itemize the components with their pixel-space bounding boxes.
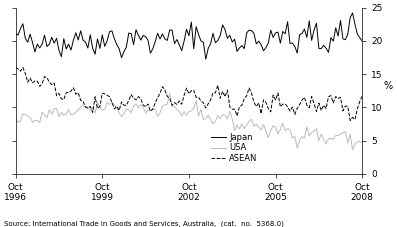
Japan — [216, 39, 220, 42]
USA — [13, 117, 18, 120]
Line: Japan: Japan — [15, 13, 362, 59]
ASEAN — [360, 95, 364, 97]
ASEAN — [16, 68, 21, 70]
ASEAN — [213, 91, 218, 94]
Legend: Japan, USA, ASEAN: Japan, USA, ASEAN — [208, 129, 261, 166]
ASEAN — [276, 92, 280, 94]
Japan — [278, 42, 283, 44]
Japan — [16, 34, 21, 36]
USA — [167, 92, 172, 95]
ASEAN — [285, 105, 290, 108]
Japan — [360, 39, 364, 42]
USA — [16, 121, 21, 124]
ASEAN — [348, 119, 353, 122]
USA — [216, 114, 220, 117]
Y-axis label: %: % — [384, 81, 393, 91]
USA — [278, 128, 283, 131]
Line: ASEAN: ASEAN — [15, 67, 362, 121]
Japan — [203, 58, 208, 61]
Japan — [30, 41, 35, 44]
USA — [338, 133, 343, 135]
USA — [30, 121, 35, 124]
USA — [350, 148, 355, 151]
USA — [287, 128, 292, 131]
Japan — [350, 12, 355, 14]
Japan — [287, 42, 292, 45]
ASEAN — [13, 66, 18, 69]
ASEAN — [30, 81, 35, 84]
Text: Source: International Trade in Goods and Services, Australia,  (cat.  no.  5368.: Source: International Trade in Goods and… — [4, 220, 284, 227]
Japan — [338, 19, 343, 22]
Line: USA: USA — [15, 94, 362, 150]
ASEAN — [336, 97, 341, 100]
Japan — [13, 32, 18, 35]
USA — [360, 141, 364, 144]
